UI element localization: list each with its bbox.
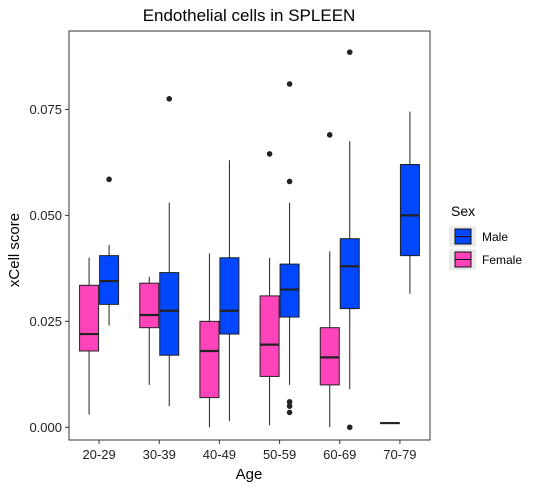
box-iqr [159,272,180,356]
y-tick-label: 0.025 [29,314,62,329]
y-tick-label: 0.000 [29,420,62,435]
outlier-point [346,424,353,431]
outlier-point [286,178,293,185]
x-tick-label: 20-29 [82,447,115,462]
box-male-50-59 [279,81,300,416]
x-tick-label: 30-39 [143,447,176,462]
y-axis-title: xCell score [6,213,23,287]
box-iqr [199,320,220,399]
box-female-30-39 [139,276,160,385]
legend-label-female: Female [482,253,522,267]
box-male-20-29 [99,176,120,326]
x-tick-label: 40-49 [203,447,236,462]
x-tick-label: 60-69 [323,447,356,462]
chart-title: Endothelial cells in SPLEEN [143,6,356,25]
y-axis: 0.000 0.025 0.050 0.075 [29,102,69,435]
y-tick-label: 0.075 [29,102,62,117]
y-tick-label: 0.050 [29,208,62,223]
x-tick-label: 70-79 [383,447,416,462]
box-female-60-69 [319,132,340,428]
outlier-point [286,81,293,87]
x-axis-title: Age [236,466,263,483]
box-female-40-49 [199,253,220,428]
box-male-70-79 [399,111,420,294]
plot-panel [68,30,431,441]
box-male-30-39 [159,96,180,407]
box-iqr [139,282,160,329]
outlier-point [266,151,273,157]
box-female-20-29 [79,257,100,415]
x-axis: 20-29 30-39 40-49 50-59 60-69 70-79 [82,440,417,462]
legend-label-male: Male [482,230,508,244]
box-iqr [79,284,100,352]
boxplots [79,49,420,431]
box-male-40-49 [219,160,240,421]
box-iqr [339,238,360,310]
box-iqr [219,257,240,335]
outlier-point [166,96,173,102]
legend-item-male: Male [449,226,508,247]
box-iqr [399,164,420,257]
outlier-point [346,49,353,55]
x-tick-label: 50-59 [263,447,296,462]
box-female-50-59 [259,151,280,426]
box-iqr [259,295,280,377]
box-male-60-69 [339,49,360,431]
outlier-point [286,403,293,409]
outlier-point [326,132,333,138]
box-female-70-79 [379,421,400,425]
outlier-point [286,399,293,405]
outlier-point [286,409,293,416]
legend-title: Sex [451,203,475,219]
legend-item-female: Female [449,249,522,270]
legend: Sex Male Female [449,203,522,270]
outlier-point [106,176,112,183]
